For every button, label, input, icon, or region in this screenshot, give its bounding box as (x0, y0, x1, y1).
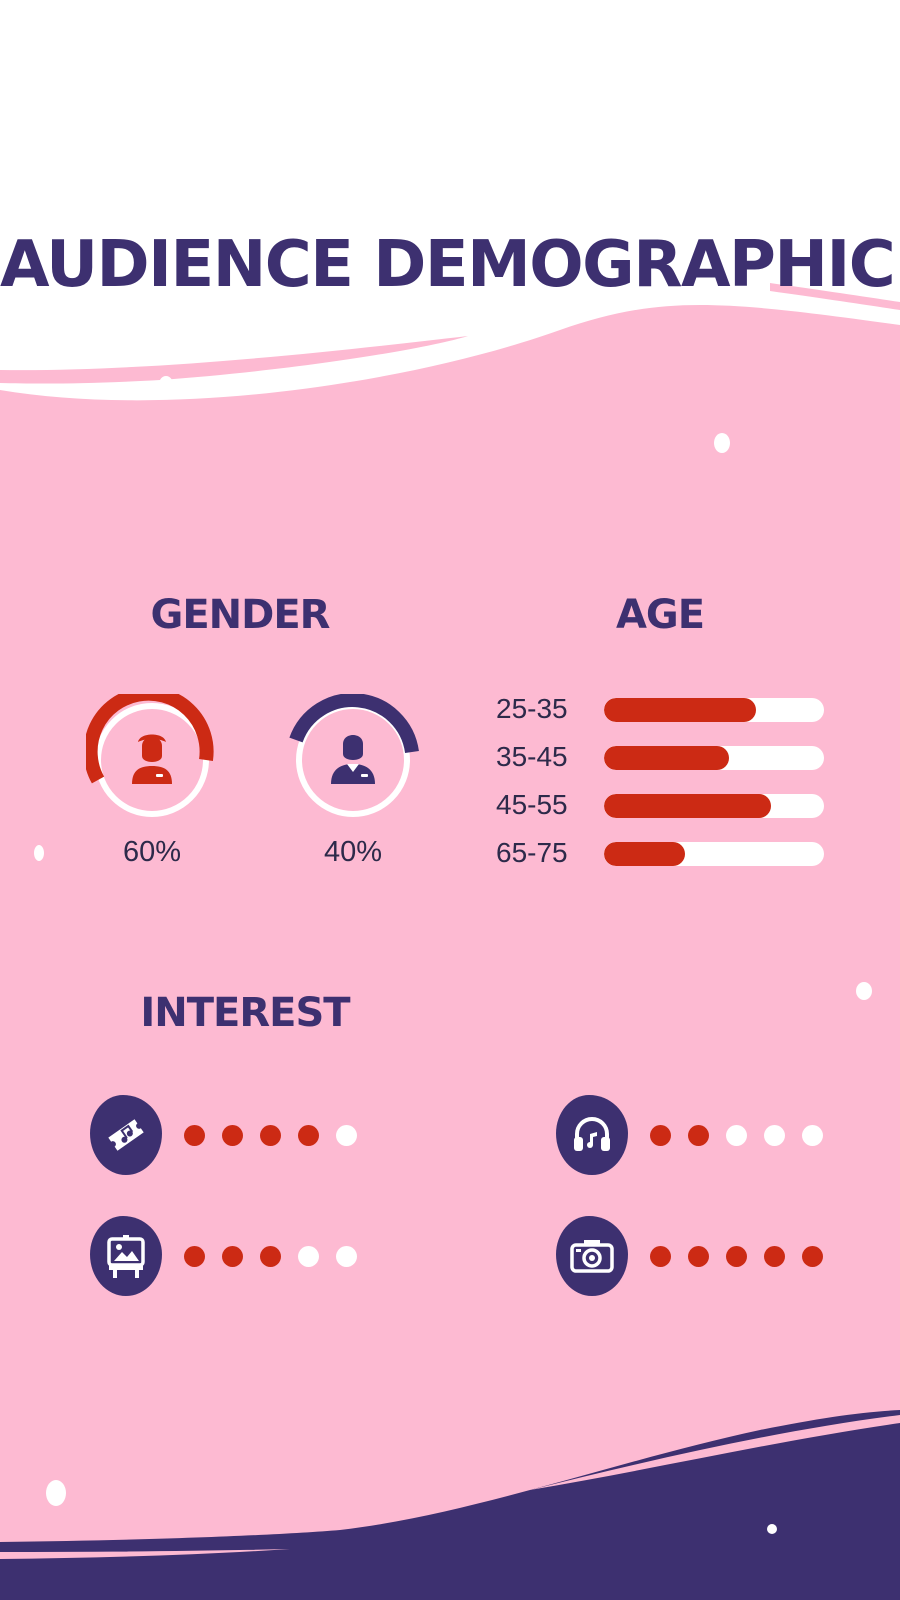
rating-dot-filled (222, 1246, 243, 1267)
headphones-icon (574, 1117, 610, 1151)
interest-rating (650, 1246, 823, 1267)
age-heading: AGE (615, 592, 705, 638)
rating-dot-filled (688, 1246, 709, 1267)
age-bar-fill (604, 698, 756, 722)
interest-heading: INTEREST (140, 990, 350, 1036)
interest-icon-badge (556, 1095, 628, 1175)
age-bar-track (604, 794, 824, 818)
ticket-icon (108, 1119, 144, 1151)
interest-rating (650, 1125, 823, 1146)
page-title: AUDIENCE DEMOGRAPHICS (0, 228, 900, 302)
age-bar-fill (604, 794, 772, 818)
female-percent-label: 60% (122, 836, 182, 868)
rating-dot-filled (184, 1246, 205, 1267)
easel-painting-icon (107, 1235, 145, 1278)
age-bar-track (604, 698, 824, 722)
rating-dot-filled (726, 1246, 747, 1267)
interest-rating (184, 1246, 357, 1267)
camera-icon (570, 1240, 614, 1273)
rating-dot-filled (802, 1246, 823, 1267)
interest-icon-badge (90, 1095, 162, 1175)
rating-dot-filled (688, 1125, 709, 1146)
rating-dot-filled (184, 1125, 205, 1146)
rating-dot-filled (222, 1125, 243, 1146)
man-avatar-icon (331, 735, 375, 784)
age-group-label: 35-45 (496, 741, 568, 772)
age-bar-fill (604, 746, 730, 770)
interest-icon-badge (556, 1216, 628, 1296)
female-donut-chart (86, 694, 218, 826)
male-donut-chart (287, 694, 419, 826)
rating-dot-filled (650, 1246, 671, 1267)
rating-dot-filled (298, 1125, 319, 1146)
interest-icon-badge (90, 1216, 162, 1296)
rating-dot-empty (764, 1125, 785, 1146)
female-donut-arc (86, 694, 214, 784)
rating-dot-filled (764, 1246, 785, 1267)
age-bar-track (604, 746, 824, 770)
age-row: 45-55 (490, 790, 830, 820)
age-bar-fill (604, 842, 686, 866)
rating-dot-filled (260, 1125, 281, 1146)
male-donut-arc (289, 694, 419, 754)
woman-avatar-icon (132, 734, 172, 784)
age-bar-track (604, 842, 824, 866)
male-percent-label: 40% (323, 836, 383, 868)
age-group-label: 45-55 (496, 789, 568, 820)
rating-dot-filled (260, 1246, 281, 1267)
rating-dot-empty (802, 1125, 823, 1146)
age-row: 35-45 (490, 742, 830, 772)
rating-dot-filled (650, 1125, 671, 1146)
rating-dot-empty (336, 1125, 357, 1146)
rating-dot-empty (336, 1246, 357, 1267)
age-group-label: 25-35 (496, 693, 568, 724)
gender-heading: GENDER (150, 592, 331, 638)
age-row: 65-75 (490, 838, 830, 868)
rating-dot-empty (726, 1125, 747, 1146)
interest-rating (184, 1125, 357, 1146)
age-row: 25-35 (490, 694, 830, 724)
age-group-label: 65-75 (496, 837, 568, 868)
rating-dot-empty (298, 1246, 319, 1267)
